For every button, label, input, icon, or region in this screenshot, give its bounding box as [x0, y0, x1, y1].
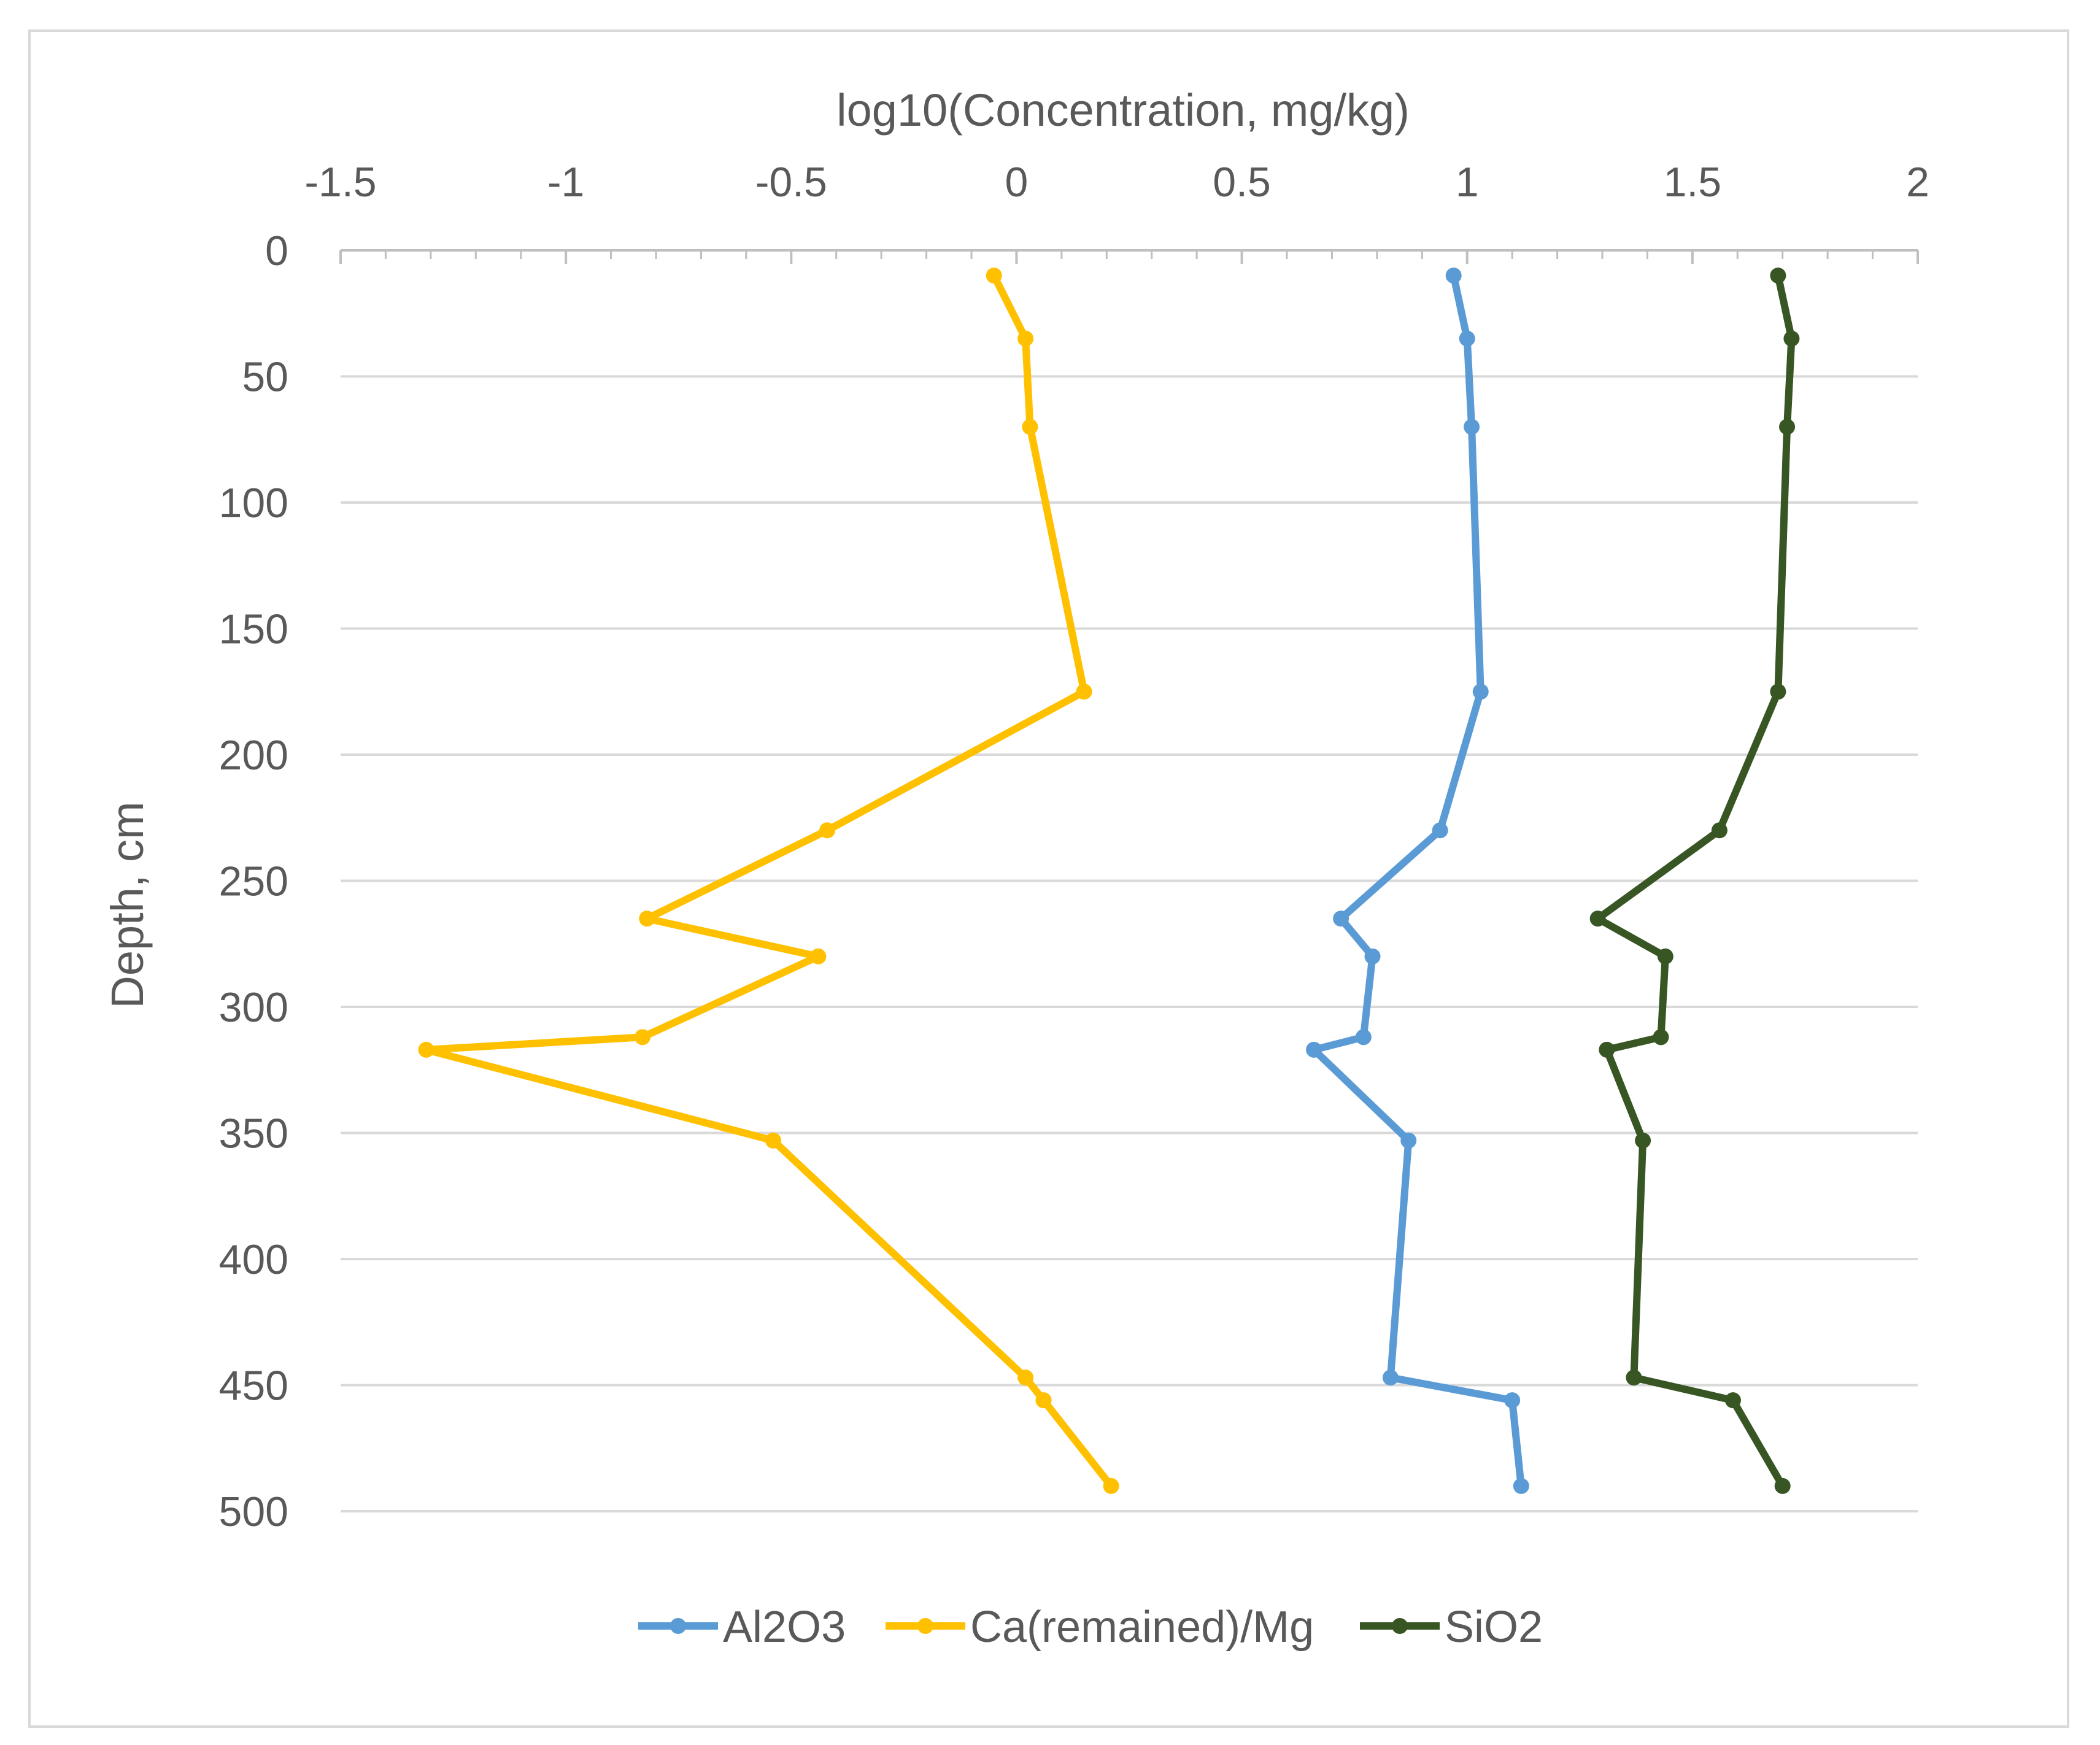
data-point — [1022, 418, 1038, 435]
plot-area — [418, 268, 1800, 1494]
y-tick-label: 500 — [219, 1489, 288, 1535]
data-point — [1774, 1477, 1791, 1494]
data-point — [986, 268, 1002, 284]
x-tick-label: 0 — [1005, 159, 1029, 206]
data-point — [1459, 330, 1475, 347]
x-tick-label: -1 — [547, 159, 584, 206]
data-point — [634, 1029, 650, 1046]
data-point — [1076, 684, 1092, 700]
x-tick-label: -1.5 — [304, 159, 376, 206]
y-tick-label: 200 — [219, 732, 288, 779]
legend: Al2O3 Ca(remained)/Mg SiO2 — [638, 1603, 1543, 1652]
data-point — [1657, 948, 1673, 965]
x-axis-title: log10(Concentration, mg/kg) — [836, 85, 1410, 136]
legend-label: SiO2 — [1445, 1603, 1543, 1652]
y-tick-label: 450 — [219, 1363, 288, 1409]
y-tick-labels: 0 50 100 150 200 250 300 350 400 450 500 — [219, 228, 288, 1535]
legend-item: Al2O3 — [638, 1603, 846, 1652]
data-point — [1711, 822, 1727, 839]
legend-item: SiO2 — [1360, 1603, 1543, 1652]
data-point — [1103, 1477, 1119, 1494]
legend-label: Ca(remained)/Mg — [970, 1603, 1314, 1652]
data-point — [1400, 1132, 1417, 1149]
x-tick-label: 0.5 — [1213, 159, 1271, 206]
legend-swatch-marker — [670, 1618, 686, 1634]
y-tick-label: 150 — [219, 606, 288, 653]
data-point — [819, 822, 836, 839]
data-point — [1635, 1132, 1651, 1149]
series-Ca(remained)/Mg — [418, 268, 1119, 1494]
data-point — [765, 1132, 781, 1149]
data-point — [1035, 1392, 1052, 1409]
y-tick-label: 100 — [219, 480, 288, 526]
data-point — [1464, 418, 1480, 435]
data-point — [1779, 418, 1796, 435]
x-tick-label: -0.5 — [755, 159, 827, 206]
data-point — [1513, 1477, 1529, 1494]
y-tick-label: 300 — [219, 984, 288, 1031]
data-point — [1382, 1369, 1399, 1386]
x-tick-label: 2 — [1906, 159, 1929, 206]
legend-swatch-marker — [1392, 1618, 1408, 1634]
legend-label: Al2O3 — [723, 1603, 846, 1652]
x-tick-label: 1.5 — [1664, 159, 1722, 206]
data-point — [1333, 911, 1349, 927]
data-point — [1472, 684, 1489, 700]
data-point — [1626, 1369, 1642, 1386]
y-tick-label: 0 — [265, 228, 288, 274]
data-point — [1355, 1029, 1372, 1046]
data-point — [418, 1041, 434, 1058]
data-point — [1653, 1029, 1669, 1046]
data-point — [810, 948, 827, 965]
legend-swatch-marker — [917, 1618, 933, 1634]
data-point — [1783, 330, 1800, 347]
x-axis — [339, 249, 1919, 264]
data-point — [639, 911, 655, 927]
series-Al2O3 — [1306, 268, 1529, 1494]
y-axis-title: Depth, cm — [102, 801, 153, 1008]
data-point — [1770, 684, 1786, 700]
data-point — [1504, 1392, 1521, 1409]
chart-border — [28, 29, 2069, 1728]
data-point — [1724, 1392, 1741, 1409]
data-point — [1589, 911, 1606, 927]
data-point — [1017, 330, 1034, 347]
data-point — [1017, 1369, 1034, 1386]
x-tick-label: 1 — [1456, 159, 1479, 206]
y-tick-label: 350 — [219, 1111, 288, 1157]
y-tick-label: 250 — [219, 858, 288, 905]
legend-item: Ca(remained)/Mg — [886, 1603, 1314, 1652]
data-point — [1770, 268, 1786, 284]
data-point — [1306, 1041, 1322, 1058]
data-point — [1364, 948, 1381, 965]
data-point — [1599, 1041, 1615, 1058]
gridlines — [341, 375, 1918, 1512]
y-tick-label: 400 — [219, 1236, 288, 1283]
data-point — [1432, 822, 1448, 839]
series-SiO2 — [1589, 268, 1800, 1494]
data-point — [1445, 268, 1462, 284]
x-tick-labels: -1.5 -1 -0.5 0 0.5 1 1.5 2 — [304, 159, 1929, 206]
y-tick-label: 50 — [242, 354, 288, 401]
